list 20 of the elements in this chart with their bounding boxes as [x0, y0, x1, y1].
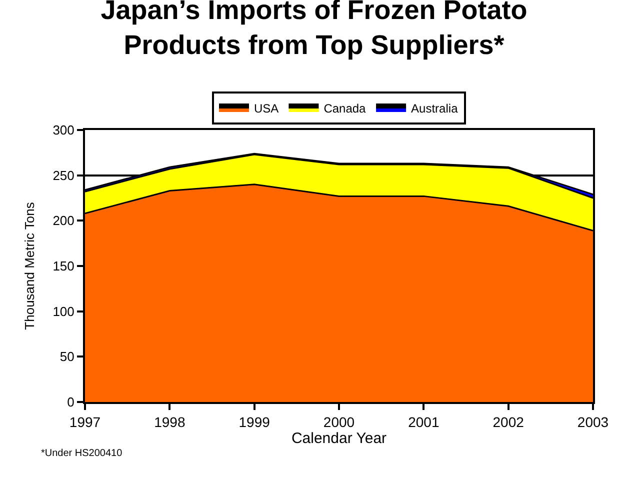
x-tick-label: 1997 [69, 414, 101, 430]
x-tick-label: 2002 [492, 414, 524, 430]
text: *Under HS200410 [41, 448, 123, 459]
legend-label: USA [254, 102, 279, 116]
x-tick-label: 2003 [577, 414, 609, 430]
y-tick-label: 100 [52, 304, 74, 319]
legend-label: Australia [411, 102, 458, 116]
x-tick-label: 2000 [323, 414, 355, 430]
y-axis-title: Thousand Metric Tons [22, 202, 38, 330]
y-tick-label: 200 [52, 213, 74, 228]
legend-label: Canada [324, 102, 366, 116]
y-tick-label: 50 [60, 349, 74, 364]
x-axis-title: Calendar Year [291, 430, 387, 447]
y-tick-label: 0 [67, 394, 74, 410]
y-tick-label: 300 [52, 122, 74, 138]
y-tick-label: 150 [52, 258, 74, 274]
x-tick-label: 1998 [154, 414, 186, 430]
x-tick-label: 2001 [408, 414, 440, 430]
y-tick-label: 250 [52, 168, 74, 183]
x-tick-label: 1999 [238, 414, 270, 430]
